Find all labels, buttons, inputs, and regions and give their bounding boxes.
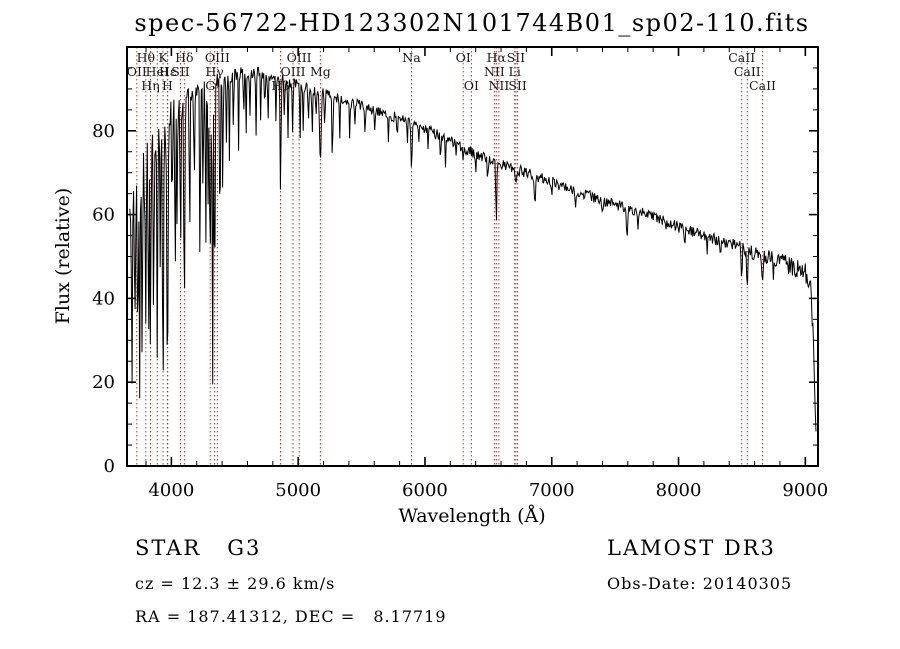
y-tick-label: 40 [92,288,115,309]
marker-label-NII: NII [488,78,509,93]
marker-label-K: K [158,50,168,65]
x-axis-label: Wavelength (Å) [398,505,546,527]
x-tick-label: 7000 [529,480,575,501]
x-tick-label: 8000 [656,480,702,501]
x-tick-label: 4000 [148,480,194,501]
marker-label-CaII: CaII [734,64,761,79]
plot-title: spec-56722-HD123302N101744B01_sp02-110.f… [134,9,810,37]
x-tick-label: 9000 [782,480,828,501]
marker-label-OI: OI [464,78,479,93]
marker-label-Hε: Hε [159,64,176,79]
x-tick-label: 5000 [275,480,321,501]
ra-dec-value: RA = 187.41312, DEC = 8.17719 [135,607,447,626]
object-class-label: STAR G3 [135,536,262,560]
marker-label-H: H [162,78,173,93]
marker-label-OIII: OIII [205,50,230,65]
axes-box [126,46,819,467]
y-tick-label: 20 [92,372,115,393]
survey-name: LAMOST DR3 [607,536,776,560]
marker-label-SII: SII [171,64,190,79]
marker-label-CaII: CaII [749,78,776,93]
y-tick-label: 80 [92,121,115,142]
marker-label-CaII: CaII [728,50,755,65]
marker-label-Hθ: Hθ [137,50,155,65]
spectrum-trace [129,66,817,432]
marker-label-Na: Na [402,50,421,65]
marker-label-G: G [205,78,215,93]
marker-label-Hα: Hα [487,50,507,65]
marker-label-OI: OI [456,50,471,65]
marker-label-OIII: OIII [280,64,305,79]
marker-label-OII: OII [127,64,147,79]
marker-label-SII: SII [508,78,527,93]
obs-date: Obs-Date: 20140305 [607,574,793,593]
marker-label-Hη: Hη [141,78,159,93]
marker-label-Hγ: Hγ [205,64,223,79]
marker-label-OIII: OIII [287,50,312,65]
x-tick-label: 6000 [402,480,448,501]
marker-label-Hδ: Hδ [175,50,193,65]
y-tick-label: 60 [92,205,115,226]
y-tick-label: 0 [104,456,115,477]
marker-label-Mg: Mg [310,64,331,79]
cz-value: cz = 12.3 ± 29.6 km/s [135,574,336,593]
y-axis-label: Flux (relative) [52,187,74,325]
marker-label-Li: Li [509,64,521,79]
marker-label-SII: SII [507,50,526,65]
marker-label-NII: NII [484,64,505,79]
